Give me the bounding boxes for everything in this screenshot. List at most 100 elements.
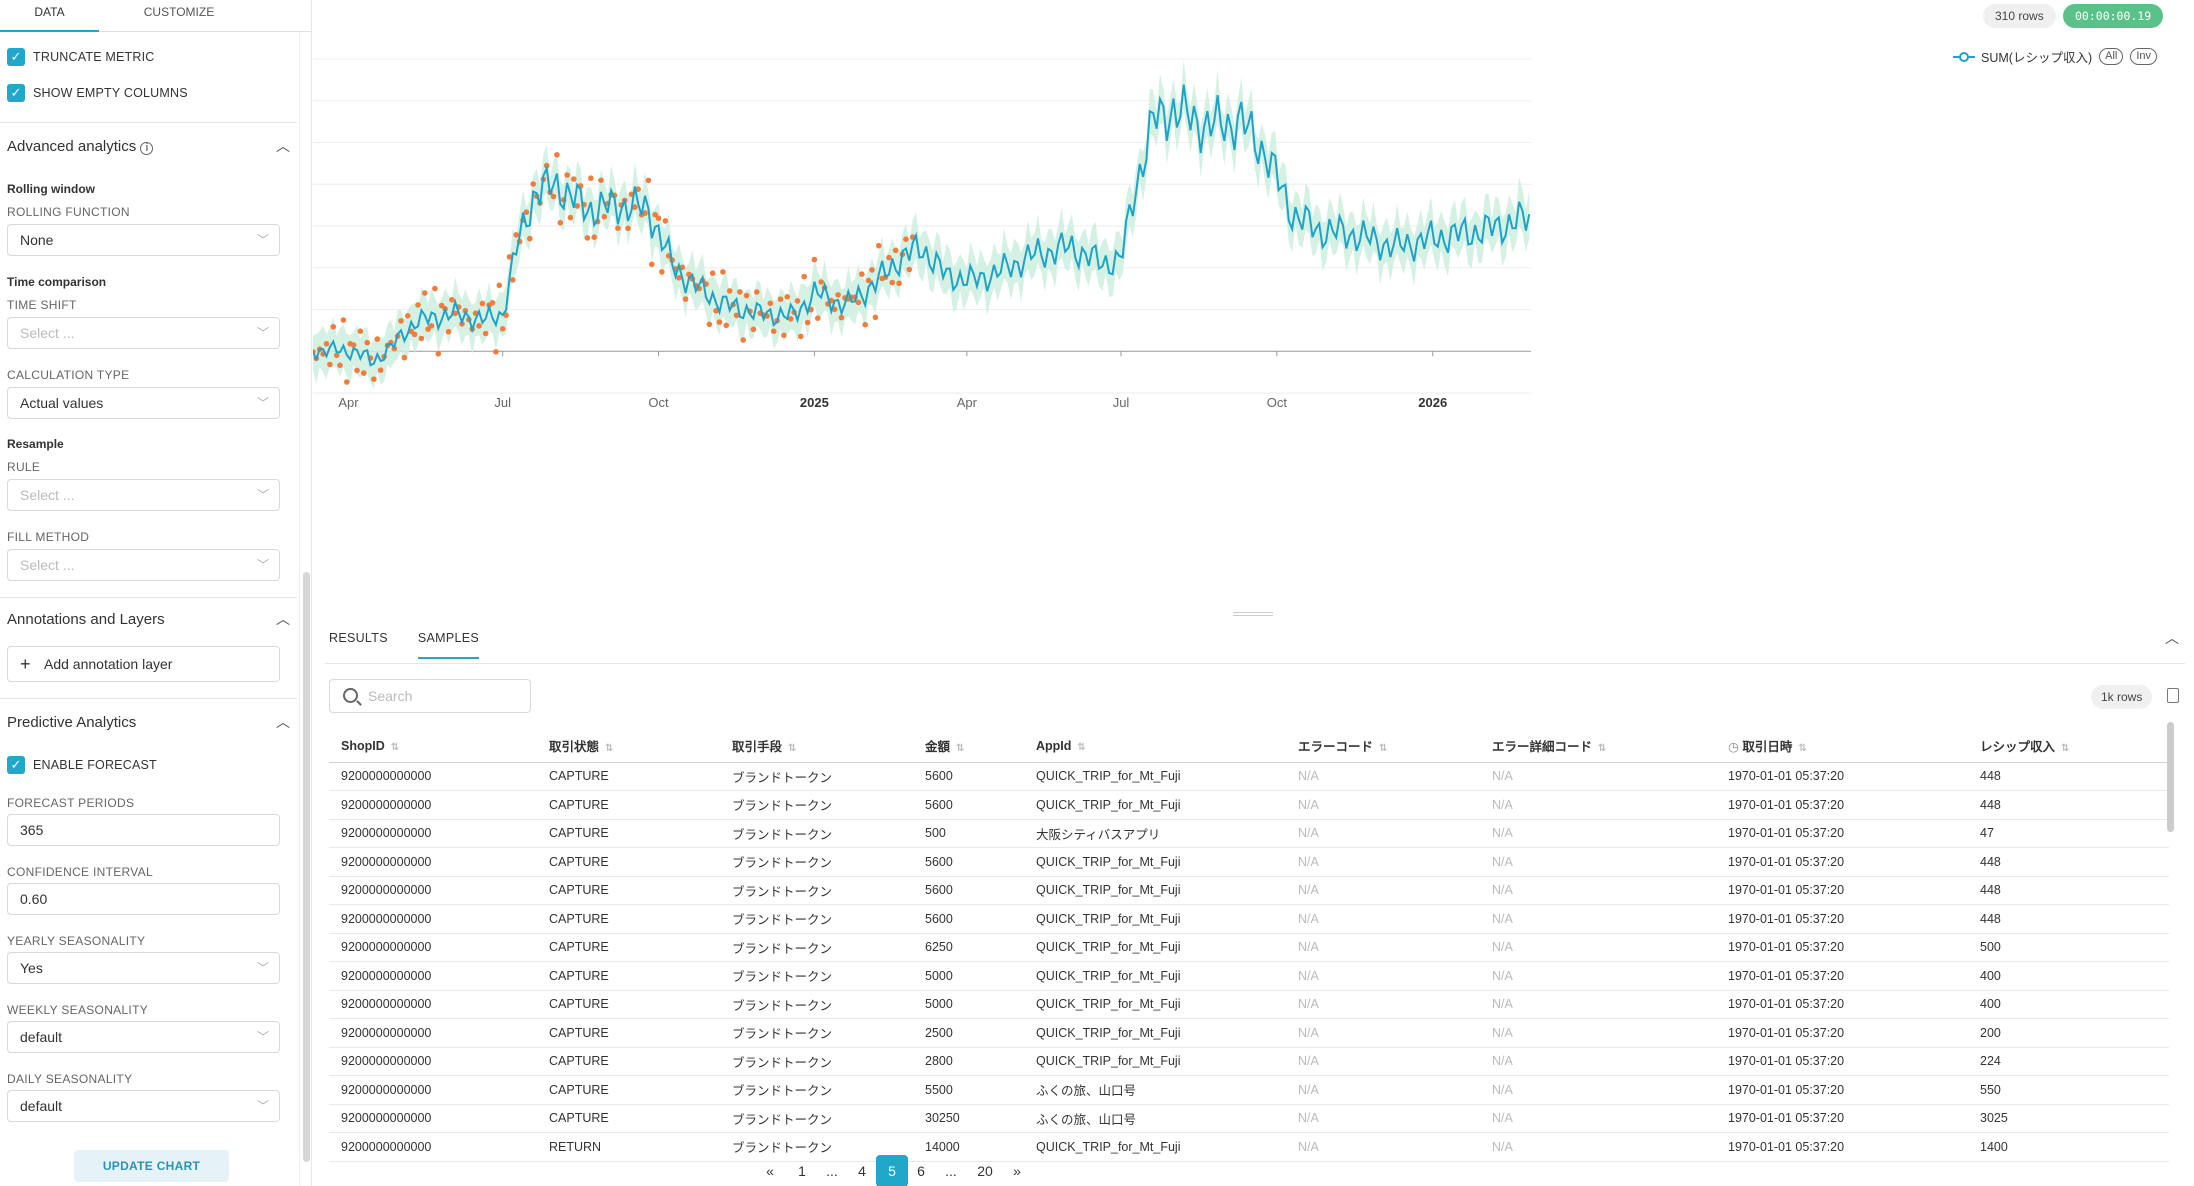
table-cell: 5000 xyxy=(913,961,1024,991)
pagination-item[interactable]: ... xyxy=(826,1163,838,1179)
table-row[interactable]: 9200000000000 CAPTURE ブランドトークン 5600 QUICK_TR… xyxy=(329,762,2169,791)
table-row[interactable]: 9200000000000 CAPTURE ブランドトークン 5500 ふくの旅、山口号… xyxy=(329,1075,2169,1105)
sort-icon[interactable]: ⇅ xyxy=(1798,743,1807,755)
copy-icon[interactable] xyxy=(2167,688,2179,703)
sort-icon[interactable]: ⇅ xyxy=(2061,743,2070,755)
panel-scrollbar-thumb[interactable] xyxy=(303,572,310,1162)
observed-point xyxy=(811,256,818,263)
table-row[interactable]: 9200000000000 CAPTURE ブランドトークン 5600 QUICK_TR… xyxy=(329,904,2169,934)
table-cell: 5600 xyxy=(913,876,1024,905)
column-header[interactable]: レシップ収入 ⇅ xyxy=(1968,730,2169,763)
table-cell: 1970-01-01 05:37:20 xyxy=(1716,1132,1968,1162)
sort-icon[interactable]: ⇅ xyxy=(390,741,400,753)
show-empty-columns-label: SHOW EMPTY COLUMNS xyxy=(33,86,188,100)
panel-scrollbar[interactable] xyxy=(299,32,311,1186)
sort-icon[interactable]: ⇅ xyxy=(605,743,614,755)
table-cell: N/A xyxy=(1480,1104,1716,1133)
table-row[interactable]: 9200000000000 RETURN ブランドトークン 14000 QUICK_TR… xyxy=(329,1132,2169,1162)
column-header[interactable]: 取引状態 ⇅ xyxy=(537,730,720,763)
weekly-seasonality-select[interactable]: default ﹀ xyxy=(7,1021,280,1053)
chevron-up-icon[interactable]: ︿ xyxy=(276,138,290,154)
table-cell: CAPTURE xyxy=(537,933,720,962)
table-scrollbar-thumb[interactable] xyxy=(2167,722,2174,832)
tab-data[interactable]: DATA xyxy=(0,0,99,32)
fill-method-select[interactable]: Select ... ﹀ xyxy=(7,549,280,581)
tab-customize[interactable]: CUSTOMIZE xyxy=(143,5,215,19)
pagination-item[interactable]: 5 xyxy=(876,1155,908,1186)
table-row[interactable]: 9200000000000 CAPTURE ブランドトークン 30250 ふくの旅、山口… xyxy=(329,1104,2169,1133)
tab-samples[interactable]: SAMPLES xyxy=(417,631,479,659)
search-input[interactable]: Search xyxy=(329,679,531,713)
x-tick-label: Oct xyxy=(1267,395,1288,410)
observed-point xyxy=(543,162,550,169)
advanced-analytics-header[interactable]: Advanced analytics i ︿ xyxy=(7,136,290,156)
sort-icon[interactable]: ⇅ xyxy=(788,743,797,755)
pagination-item[interactable]: 6 xyxy=(917,1163,925,1179)
pagination-prev[interactable]: « xyxy=(766,1163,774,1179)
pagination-item[interactable]: 4 xyxy=(858,1163,866,1179)
chevron-down-icon: ﹀ xyxy=(256,488,269,502)
annotations-header[interactable]: Annotations and Layers ︿ xyxy=(7,609,290,629)
table-row[interactable]: 9200000000000 CAPTURE ブランドトークン 2500 QUICK_TR… xyxy=(329,1018,2169,1048)
table-cell: N/A xyxy=(1286,904,1480,934)
pagination-item[interactable]: ... xyxy=(945,1163,957,1179)
predictive-analytics-header[interactable]: Predictive Analytics ︿ xyxy=(7,712,290,732)
observed-point xyxy=(865,277,872,284)
chevron-up-icon[interactable]: ︿ xyxy=(276,611,290,627)
table-row[interactable]: 9200000000000 CAPTURE ブランドトークン 5000 QUICK_TR… xyxy=(329,961,2169,991)
observed-point xyxy=(709,270,716,277)
chevron-up-icon[interactable]: ︿ xyxy=(276,714,290,730)
add-annotation-layer-button[interactable]: + Add annotation layer xyxy=(7,646,280,682)
table-cell: 14000 xyxy=(913,1132,1024,1162)
collapse-pane-icon[interactable]: ︿ xyxy=(2165,630,2179,646)
table-row[interactable]: 9200000000000 CAPTURE ブランドトークン 5600 QUICK_TR… xyxy=(329,847,2169,877)
pagination-item[interactable]: 20 xyxy=(977,1163,993,1179)
table-row[interactable]: 9200000000000 CAPTURE ブランドトークン 2800 QUICK_TR… xyxy=(329,1047,2169,1076)
pagination-item[interactable]: 1 xyxy=(798,1163,806,1179)
observed-point xyxy=(818,279,824,285)
daily-seasonality-select[interactable]: default ﹀ xyxy=(7,1090,280,1122)
table-cell: 9200000000000 xyxy=(329,790,537,820)
chart-legend[interactable]: SUM(レシップ収入) All Inv xyxy=(1953,47,2158,66)
legend-series-label[interactable]: SUM(レシップ収入) xyxy=(1981,51,2093,65)
sort-icon[interactable]: ⇅ xyxy=(1598,743,1607,755)
table-row[interactable]: 9200000000000 CAPTURE ブランドトークン 5600 QUICK_TR… xyxy=(329,876,2169,905)
column-header[interactable]: ◷ 取引日時 ⇅ xyxy=(1716,730,1968,763)
column-header[interactable]: ShopID ⇅ xyxy=(329,730,537,763)
table-row[interactable]: 9200000000000 CAPTURE ブランドトークン 500 大阪シティバスアプ… xyxy=(329,819,2169,848)
yearly-seasonality-select[interactable]: Yes ﹀ xyxy=(7,952,280,984)
confidence-interval-input[interactable]: 0.60 xyxy=(7,883,280,915)
legend-all-button[interactable]: All xyxy=(2099,48,2124,65)
pagination-next[interactable]: » xyxy=(1013,1163,1021,1179)
calculation-type-select[interactable]: Actual values ﹀ xyxy=(7,387,280,419)
legend-inv-button[interactable]: Inv xyxy=(2130,48,2158,65)
sort-icon[interactable]: ⇅ xyxy=(1379,743,1388,755)
column-header[interactable]: エラーコード ⇅ xyxy=(1286,730,1480,763)
table-row[interactable]: 9200000000000 CAPTURE ブランドトークン 5000 QUICK_TR… xyxy=(329,990,2169,1019)
table-cell: 9200000000000 xyxy=(329,1132,537,1162)
table-row[interactable]: 9200000000000 CAPTURE ブランドトークン 5600 QUICK_TR… xyxy=(329,790,2169,820)
tabs-divider xyxy=(325,663,2185,664)
observed-point xyxy=(770,328,777,335)
sort-icon[interactable]: ⇅ xyxy=(956,743,965,755)
column-header[interactable]: AppId ⇅ xyxy=(1024,730,1286,763)
update-chart-button[interactable]: UPDATE CHART xyxy=(74,1150,229,1182)
rolling-function-select[interactable]: None ﹀ xyxy=(7,224,280,256)
column-header[interactable]: エラー詳細コード ⇅ xyxy=(1480,730,1716,763)
observed-point xyxy=(777,296,784,303)
show-empty-columns-checkbox[interactable]: ✓ SHOW EMPTY COLUMNS xyxy=(7,84,188,102)
enable-forecast-checkbox[interactable]: ✓ ENABLE FORECAST xyxy=(7,756,157,774)
column-header[interactable]: 金額 ⇅ xyxy=(913,730,1024,763)
forecast-periods-input[interactable]: 365 xyxy=(7,814,280,846)
table-row[interactable]: 9200000000000 CAPTURE ブランドトークン 6250 QUICK_TR… xyxy=(329,933,2169,962)
sort-icon[interactable]: ⇅ xyxy=(1077,741,1086,753)
truncate-metric-checkbox[interactable]: ✓ TRUNCATE METRIC xyxy=(7,48,155,66)
rule-select[interactable]: Select ... ﹀ xyxy=(7,479,280,511)
resize-handle[interactable] xyxy=(1233,612,1273,616)
table-scrollbar[interactable] xyxy=(2165,722,2175,1142)
time-shift-select[interactable]: Select ... ﹀ xyxy=(7,317,280,349)
table-cell: N/A xyxy=(1480,1018,1716,1048)
column-header[interactable]: 取引手段 ⇅ xyxy=(720,730,913,763)
column-header-label: 金額 xyxy=(925,740,951,755)
tab-results[interactable]: RESULTS xyxy=(329,631,388,645)
